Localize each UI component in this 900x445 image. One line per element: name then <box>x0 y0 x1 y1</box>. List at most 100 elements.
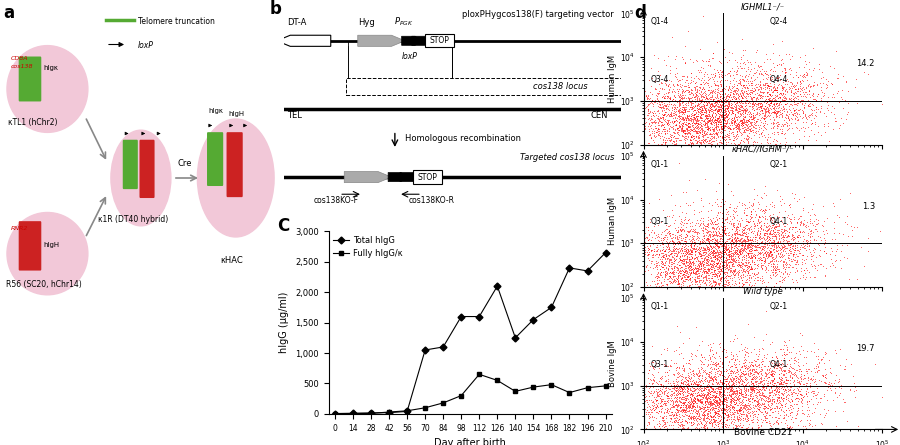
Point <box>739 106 753 113</box>
Point <box>721 241 735 248</box>
Point <box>636 241 651 248</box>
Point <box>743 213 758 220</box>
Point <box>704 418 718 425</box>
Point <box>792 274 806 281</box>
Point <box>742 247 757 255</box>
Point <box>667 256 681 263</box>
Point <box>835 105 850 112</box>
Point <box>751 426 765 433</box>
Point <box>732 380 746 387</box>
Point <box>712 272 726 279</box>
Point <box>788 106 802 113</box>
Point <box>695 337 709 344</box>
Point <box>775 68 789 75</box>
Point <box>772 395 787 402</box>
Point <box>726 124 741 131</box>
Point <box>692 229 706 236</box>
Point <box>718 401 733 408</box>
Point <box>764 389 778 396</box>
Point <box>806 274 821 281</box>
Point <box>689 129 704 136</box>
Point <box>713 255 727 262</box>
Point <box>816 372 831 380</box>
Point <box>647 132 662 139</box>
Point <box>715 111 729 118</box>
Point <box>763 384 778 391</box>
Point <box>704 416 718 423</box>
Point <box>638 410 652 417</box>
Point <box>732 376 746 383</box>
Point <box>712 426 726 433</box>
Point <box>758 248 772 255</box>
Point <box>722 127 736 134</box>
Point <box>670 251 684 258</box>
Point <box>742 127 757 134</box>
Point <box>777 117 791 124</box>
Point <box>711 268 725 275</box>
Point <box>769 384 783 392</box>
Point <box>636 405 651 413</box>
Point <box>707 405 722 412</box>
Point <box>645 370 660 377</box>
Point <box>720 388 734 395</box>
Point <box>752 213 766 220</box>
Point <box>685 388 699 395</box>
Point <box>653 72 668 79</box>
Point <box>703 117 717 124</box>
Point <box>809 400 824 408</box>
Point <box>712 426 726 433</box>
Point <box>688 386 703 393</box>
Point <box>730 335 744 342</box>
Point <box>652 120 666 127</box>
Point <box>643 243 657 250</box>
Point <box>727 394 742 401</box>
Point <box>760 112 775 119</box>
Point <box>637 246 652 253</box>
Point <box>732 249 746 256</box>
Point <box>712 383 726 390</box>
Point <box>737 222 751 229</box>
Point <box>669 283 683 291</box>
Point <box>654 252 669 259</box>
Point <box>715 406 729 413</box>
Point <box>735 267 750 274</box>
Point <box>703 390 717 397</box>
Point <box>717 377 732 384</box>
Point <box>657 261 671 268</box>
Text: CD8A: CD8A <box>11 56 29 61</box>
Point <box>678 238 692 245</box>
Point <box>689 347 704 354</box>
Point <box>733 426 747 433</box>
Point <box>696 57 710 65</box>
Point <box>719 237 733 244</box>
Point <box>686 259 700 267</box>
Point <box>636 255 651 262</box>
Point <box>775 91 789 98</box>
Point <box>741 90 755 97</box>
Point <box>756 219 770 226</box>
Point <box>773 411 788 418</box>
Point <box>726 388 741 396</box>
Point <box>702 141 716 148</box>
Point <box>689 383 704 390</box>
Point <box>783 383 797 390</box>
Point <box>714 117 728 125</box>
Point <box>674 99 688 106</box>
Point <box>688 408 703 415</box>
Point <box>694 395 708 402</box>
Point <box>691 283 706 291</box>
Point <box>724 125 738 132</box>
Point <box>653 426 668 433</box>
Point <box>765 376 779 383</box>
Point <box>756 208 770 215</box>
Point <box>726 136 741 143</box>
Point <box>681 246 696 253</box>
Point <box>720 132 734 139</box>
Point <box>778 256 793 263</box>
Point <box>734 426 749 433</box>
Point <box>739 246 753 253</box>
Point <box>725 394 740 401</box>
Point <box>685 258 699 265</box>
Point <box>698 256 713 263</box>
Point <box>696 138 710 146</box>
